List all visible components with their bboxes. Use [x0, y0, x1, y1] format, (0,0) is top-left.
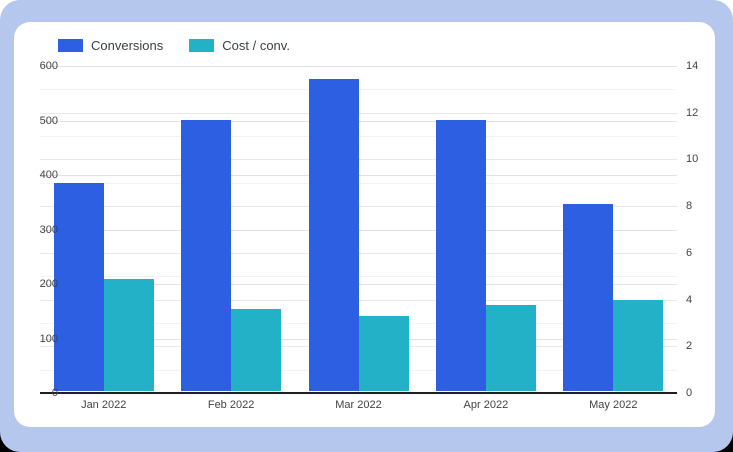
left-axis-tick: 200 — [39, 278, 58, 290]
gridline-right — [40, 252, 677, 254]
gridline-minor — [40, 136, 677, 138]
bar-conversions-may-2022[interactable] — [563, 204, 614, 391]
x-axis-label: Mar 2022 — [335, 399, 382, 411]
bar-cost-per-conv-apr-2022[interactable] — [485, 304, 536, 391]
right-axis-tick: 8 — [686, 200, 693, 213]
bar-conversions-apr-2022[interactable] — [435, 119, 486, 391]
bar-conversions-feb-2022[interactable] — [181, 120, 232, 391]
gridline-right — [40, 159, 677, 161]
conversions-swatch — [58, 39, 83, 52]
gridline-right — [40, 299, 677, 301]
bar-cost-per-conv-jan-2022[interactable] — [103, 278, 154, 391]
right-axis-tick: 4 — [686, 293, 693, 306]
left-axis-tick: 300 — [39, 223, 58, 236]
cost-per-conv-swatch — [189, 39, 215, 52]
left-axis-tick: 500 — [39, 114, 58, 127]
bar-cost-per-conv-may-2022[interactable] — [613, 299, 664, 391]
gridline-right — [40, 206, 677, 208]
gridline-minor — [40, 89, 677, 91]
bar-conversions-mar-2022[interactable] — [308, 79, 359, 391]
bar-conversions-jan-2022[interactable] — [53, 183, 104, 391]
left-axis-tick: 400 — [39, 169, 58, 181]
gridline-right — [40, 112, 677, 114]
x-axis-label: Feb 2022 — [207, 399, 255, 411]
legend-item-conversions: Conversions — [58, 38, 163, 53]
bar-cost-per-conv-feb-2022[interactable] — [231, 309, 282, 391]
chart-card: Conversions Cost / conv. 0 100 200 300 400 50… — [14, 22, 715, 427]
x-axis-label: Apr 2022 — [463, 399, 509, 411]
left-axis-tick: 100 — [39, 332, 58, 345]
plot-area — [40, 66, 677, 394]
bar-cost-per-conv-mar-2022[interactable] — [358, 316, 409, 391]
gridline-minor — [40, 276, 677, 278]
gridline-minor — [40, 182, 677, 184]
left-axis-tick: 600 — [39, 60, 58, 72]
x-axis-label: Jan 2022 — [81, 399, 127, 411]
right-axis-tick: 14 — [686, 60, 699, 72]
right-axis-tick: 6 — [686, 246, 693, 259]
gridline-left — [40, 120, 677, 122]
chart-legend: Conversions Cost / conv. — [58, 38, 290, 53]
legend-item-cost-per-conv: Cost / conv. — [189, 38, 290, 53]
right-axis-tick: 2 — [686, 340, 693, 353]
legend-label-cost-per-conv: Cost / conv. — [222, 38, 290, 53]
gridline-left — [40, 66, 677, 67]
right-axis-tick: 12 — [686, 106, 699, 119]
right-axis-tick: 0 — [686, 387, 693, 399]
gridline-left — [40, 284, 677, 285]
right-axis-tick: 10 — [686, 153, 699, 166]
legend-label-conversions: Conversions — [91, 38, 164, 53]
x-axis-label: May 2022 — [589, 399, 638, 411]
gridline-left — [40, 175, 677, 176]
gridline-left — [40, 229, 677, 231]
x-axis-baseline — [40, 392, 677, 394]
left-axis-tick: 0 — [51, 387, 58, 399]
